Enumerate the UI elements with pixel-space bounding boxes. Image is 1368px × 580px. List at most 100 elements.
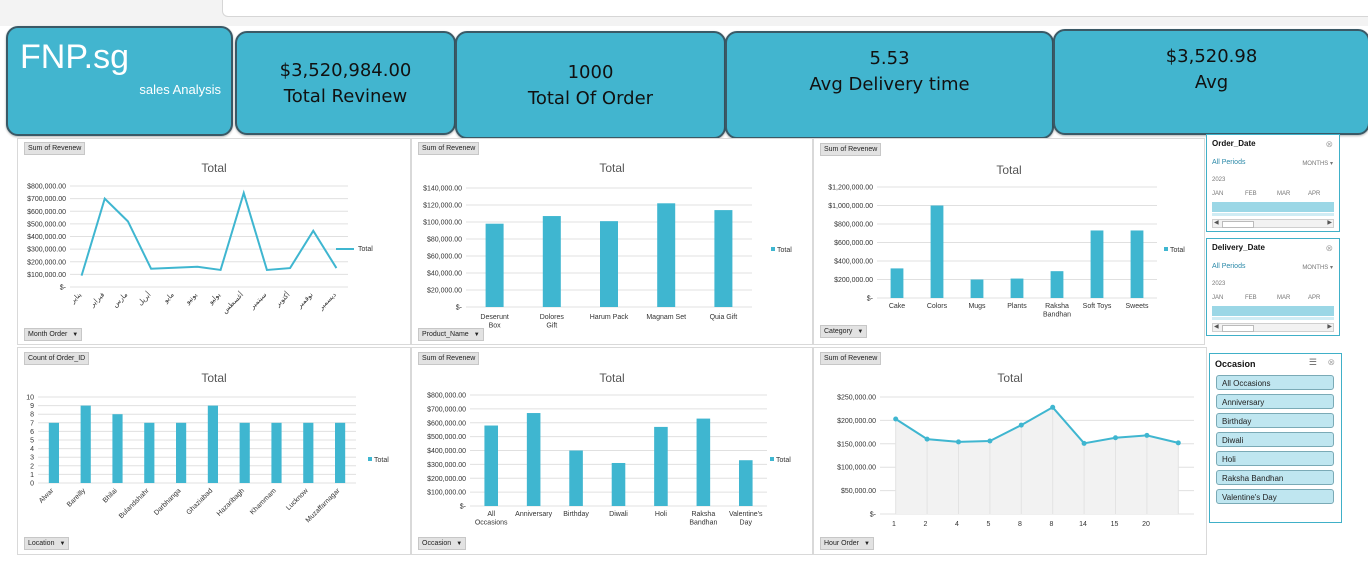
bar[interactable] bbox=[271, 422, 282, 483]
bar[interactable] bbox=[484, 425, 499, 506]
timeline-month[interactable]: APR bbox=[1308, 191, 1321, 197]
multi-select-icon[interactable]: ☰ bbox=[1308, 357, 1317, 367]
scroll-right-icon[interactable]: ▶ bbox=[1327, 220, 1332, 226]
chart-panel-category[interactable]: Sum of Revenew Total Category ▼ $- $200,00… bbox=[813, 138, 1205, 345]
bar[interactable] bbox=[48, 422, 59, 483]
axis-field-button[interactable]: Category ▼ bbox=[820, 325, 868, 338]
all-periods-link[interactable]: All Periods bbox=[1212, 159, 1246, 166]
timeline-month[interactable]: FEB bbox=[1245, 191, 1257, 197]
bar[interactable] bbox=[930, 205, 944, 299]
timeline-selection-bar[interactable] bbox=[1212, 202, 1334, 212]
bar[interactable] bbox=[890, 268, 904, 298]
axis-field-button[interactable]: Hour Order ▼ bbox=[820, 537, 874, 550]
timeline-month[interactable]: MAR bbox=[1277, 191, 1291, 197]
bar[interactable] bbox=[239, 422, 250, 483]
bar[interactable] bbox=[569, 450, 583, 507]
x-tick-label: 5 bbox=[987, 521, 991, 528]
data-point[interactable] bbox=[1144, 432, 1150, 438]
value-field-button[interactable]: Sum of Revenew bbox=[418, 352, 480, 365]
filter-clear-icon[interactable]: ⊗ bbox=[1327, 357, 1335, 367]
scroll-right-icon[interactable]: ▶ bbox=[1327, 324, 1332, 330]
slicer-item[interactable]: All Occasions bbox=[1216, 375, 1334, 390]
bar[interactable] bbox=[1010, 278, 1024, 298]
bar[interactable] bbox=[144, 422, 155, 483]
timeline-scrollbar[interactable]: ◀ ▶ bbox=[1212, 323, 1334, 332]
bar[interactable] bbox=[657, 203, 676, 307]
timeline-month[interactable]: FEB bbox=[1245, 295, 1257, 301]
time-level-select[interactable]: MONTHS ▾ bbox=[1302, 265, 1333, 271]
timeline-month[interactable]: APR bbox=[1308, 295, 1321, 301]
data-point[interactable] bbox=[987, 438, 993, 444]
bar[interactable] bbox=[335, 422, 346, 483]
data-point[interactable] bbox=[1113, 435, 1118, 441]
axis-field-button[interactable]: Occasion ▼ bbox=[418, 537, 467, 550]
slicer-delivery-date[interactable]: Delivery_Date ⊗ All Periods MONTHS ▾ 202… bbox=[1206, 238, 1340, 336]
data-point[interactable] bbox=[1050, 404, 1056, 410]
series-line[interactable] bbox=[80, 189, 338, 276]
value-field-button[interactable]: Sum of Revenew bbox=[418, 142, 480, 155]
time-level-select[interactable]: MONTHS ▾ bbox=[1302, 161, 1333, 167]
axis-field-button[interactable]: Month Order ▼ bbox=[24, 328, 83, 341]
bar[interactable] bbox=[526, 413, 541, 506]
x-tick-label: Birthday bbox=[563, 511, 589, 518]
scroll-thumb[interactable] bbox=[1222, 325, 1254, 332]
bar[interactable] bbox=[303, 422, 314, 483]
slicer-item[interactable]: Diwali bbox=[1216, 432, 1334, 447]
bar[interactable] bbox=[207, 405, 218, 483]
slicer-order-date[interactable]: Order_Date ⊗ All Periods MONTHS ▾ 2023 J… bbox=[1206, 134, 1340, 232]
timeline-month[interactable]: MAR bbox=[1277, 295, 1291, 301]
value-field-button[interactable]: Sum of Revenew bbox=[820, 352, 882, 365]
timeline-selection-bar[interactable] bbox=[1212, 306, 1334, 316]
scroll-thumb[interactable] bbox=[1222, 221, 1254, 228]
data-point[interactable] bbox=[956, 439, 961, 445]
bar[interactable] bbox=[1050, 271, 1064, 298]
timeline-month[interactable]: JAN bbox=[1212, 295, 1224, 301]
slicer-item[interactable]: Valentine's Day bbox=[1216, 489, 1334, 504]
slicer-item[interactable]: Birthday bbox=[1216, 413, 1334, 428]
timeline-month[interactable]: JAN bbox=[1212, 191, 1224, 197]
y-tick-label: $20,000.00 bbox=[427, 288, 462, 295]
scroll-left-icon[interactable]: ◀ bbox=[1214, 324, 1219, 330]
bar[interactable] bbox=[611, 462, 626, 506]
bar[interactable] bbox=[112, 414, 123, 483]
value-field-button[interactable]: Count of Order_ID bbox=[24, 352, 90, 365]
slicer-item[interactable]: Raksha Bandhan bbox=[1216, 470, 1334, 485]
bar[interactable] bbox=[80, 405, 91, 483]
series-line[interactable] bbox=[895, 406, 1179, 445]
data-point[interactable] bbox=[1081, 440, 1087, 446]
bar[interactable] bbox=[970, 279, 984, 299]
chart-panel-hour[interactable]: Sum of Revenew Total Hour Order ▼ $- $50,0… bbox=[813, 347, 1207, 555]
value-field-button[interactable]: Sum of Revenew bbox=[820, 143, 882, 156]
bar[interactable] bbox=[600, 221, 618, 307]
bar[interactable] bbox=[714, 210, 733, 307]
scroll-left-icon[interactable]: ◀ bbox=[1214, 220, 1219, 226]
bar[interactable] bbox=[654, 426, 668, 506]
data-point[interactable] bbox=[1018, 422, 1024, 428]
slicer-item[interactable]: Holi bbox=[1216, 451, 1334, 466]
bar[interactable] bbox=[696, 418, 711, 506]
chart-panel-month[interactable]: Sum of Revenew Total Month Order ▼ $- $100… bbox=[17, 138, 411, 345]
value-field-button[interactable]: Sum of Revenew bbox=[24, 142, 86, 155]
chart-panel-product[interactable]: Sum of Revenew Total Product_Name ▼ $- $20… bbox=[411, 138, 813, 345]
bar[interactable] bbox=[542, 216, 561, 307]
data-point[interactable] bbox=[924, 436, 930, 442]
chart-panel-occasion[interactable]: Sum of Revenew Total Occasion ▼ $- $100,00… bbox=[411, 347, 813, 555]
all-periods-link[interactable]: All Periods bbox=[1212, 263, 1246, 270]
axis-field-button[interactable]: Location ▼ bbox=[24, 537, 70, 550]
bar[interactable] bbox=[1090, 230, 1104, 298]
kpi-value: $3,520,984.00 bbox=[279, 60, 412, 81]
slicer-occasion[interactable]: Occasion ☰ ⊗ All Occasions Anniversary B… bbox=[1209, 353, 1342, 523]
formula-bar[interactable] bbox=[222, 0, 1368, 17]
data-point[interactable] bbox=[1175, 440, 1181, 446]
bar[interactable] bbox=[1130, 230, 1144, 298]
bar[interactable] bbox=[738, 460, 753, 506]
timeline-scrollbar[interactable]: ◀ ▶ bbox=[1212, 219, 1334, 228]
filter-clear-icon[interactable]: ⊗ bbox=[1325, 243, 1333, 253]
axis-field-button[interactable]: Product_Name ▼ bbox=[418, 328, 484, 341]
data-point[interactable] bbox=[893, 416, 899, 422]
bar[interactable] bbox=[176, 422, 187, 483]
slicer-item[interactable]: Anniversary bbox=[1216, 394, 1334, 409]
filter-clear-icon[interactable]: ⊗ bbox=[1325, 139, 1333, 149]
bar[interactable] bbox=[485, 223, 504, 307]
